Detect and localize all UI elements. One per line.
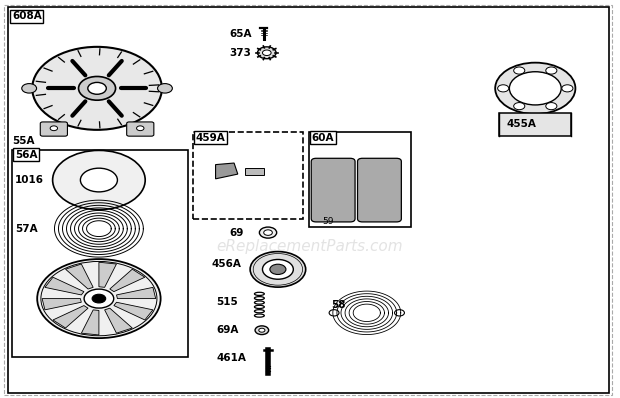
Circle shape (514, 103, 525, 110)
Circle shape (250, 252, 306, 287)
Text: 65A: 65A (230, 29, 252, 39)
Polygon shape (110, 269, 145, 292)
Circle shape (498, 85, 509, 92)
Circle shape (92, 294, 105, 303)
Bar (245, 168, 264, 175)
Text: eReplacementParts.com: eReplacementParts.com (216, 239, 404, 254)
Circle shape (32, 47, 162, 130)
Circle shape (22, 84, 37, 93)
Circle shape (270, 264, 286, 275)
Circle shape (157, 84, 172, 93)
Circle shape (546, 103, 557, 110)
Text: 455A: 455A (507, 119, 536, 129)
Circle shape (264, 230, 272, 235)
Polygon shape (42, 298, 81, 310)
Bar (309, 132, 410, 227)
Polygon shape (105, 308, 132, 333)
Circle shape (257, 47, 276, 59)
Circle shape (84, 289, 113, 308)
Circle shape (510, 72, 561, 105)
Polygon shape (53, 306, 88, 328)
Text: 60A: 60A (312, 133, 334, 142)
Circle shape (88, 82, 106, 94)
Circle shape (259, 328, 265, 332)
Polygon shape (216, 163, 238, 179)
Circle shape (53, 150, 145, 210)
Text: 1016: 1016 (15, 175, 44, 185)
Text: 459A: 459A (196, 133, 226, 142)
Text: 56A: 56A (15, 150, 37, 160)
Text: 55A: 55A (12, 135, 34, 146)
Polygon shape (99, 262, 117, 287)
Text: 59: 59 (322, 217, 334, 226)
Circle shape (262, 50, 271, 56)
Polygon shape (45, 277, 84, 295)
FancyBboxPatch shape (126, 122, 154, 136)
Text: 608A: 608A (12, 11, 42, 21)
FancyBboxPatch shape (40, 122, 68, 136)
Circle shape (562, 85, 573, 92)
Circle shape (262, 259, 293, 279)
Bar (12, 150, 188, 357)
Text: 58: 58 (332, 300, 346, 310)
Polygon shape (81, 310, 99, 335)
Text: 515: 515 (216, 297, 238, 307)
FancyBboxPatch shape (311, 158, 355, 222)
Text: 456A: 456A (211, 259, 241, 269)
Circle shape (495, 62, 575, 114)
Text: 69: 69 (230, 228, 244, 238)
Circle shape (50, 126, 58, 131)
Circle shape (255, 326, 268, 335)
Text: 57A: 57A (15, 224, 38, 234)
Polygon shape (114, 302, 153, 320)
Text: 69A: 69A (216, 325, 239, 335)
Text: 461A: 461A (216, 353, 246, 363)
Polygon shape (117, 287, 156, 298)
Circle shape (81, 168, 117, 192)
Circle shape (514, 67, 525, 74)
Circle shape (546, 67, 557, 74)
Polygon shape (66, 264, 93, 289)
Circle shape (79, 76, 115, 100)
Bar (500, 113, 571, 136)
FancyBboxPatch shape (358, 158, 401, 222)
Circle shape (259, 227, 277, 238)
Bar (193, 132, 303, 219)
Text: 373: 373 (230, 48, 252, 58)
Circle shape (136, 126, 144, 131)
Circle shape (37, 259, 161, 338)
